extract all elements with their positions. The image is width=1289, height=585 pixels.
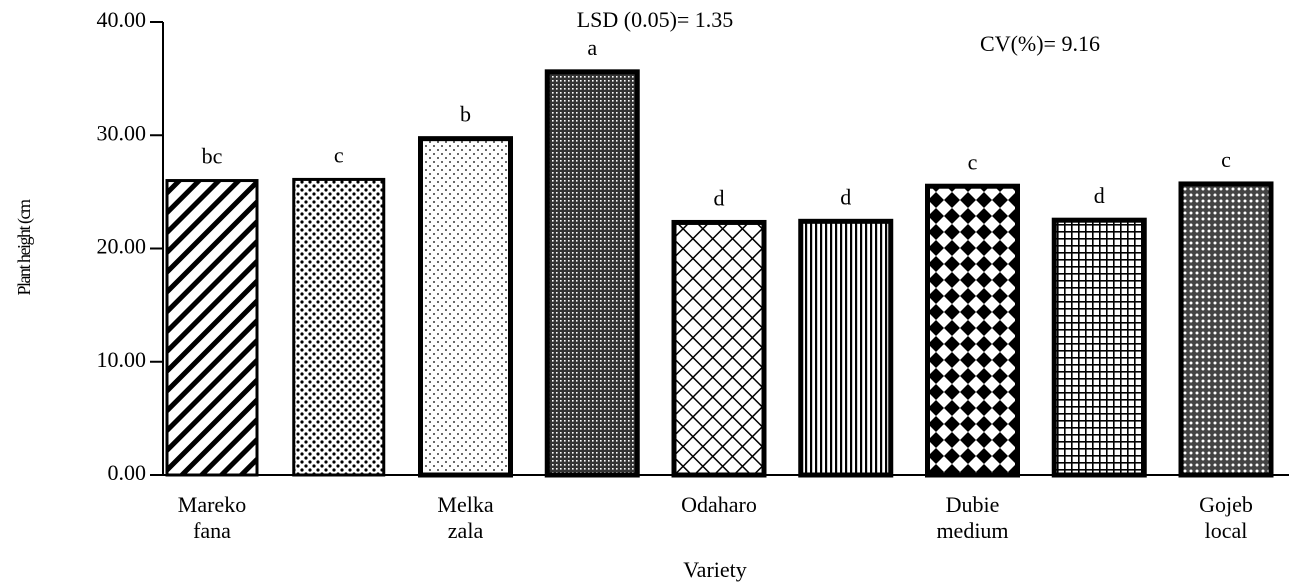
cv-annotation: CV(%)= 9.16 — [980, 31, 1100, 56]
y-tick-label: 40.00 — [97, 7, 147, 32]
y-tick-label: 0.00 — [108, 460, 147, 485]
significance-letter: c — [968, 149, 978, 174]
y-tick-label: 30.00 — [97, 120, 147, 145]
significance-letter: b — [460, 102, 471, 127]
x-axis-title: Variety — [683, 557, 747, 582]
bar — [165, 179, 259, 477]
significance-letter: d — [840, 184, 851, 209]
bar — [798, 218, 894, 478]
y-axis-title: Plant height (cm — [14, 199, 35, 295]
y-tick-label: 20.00 — [97, 234, 147, 259]
bar — [925, 183, 1020, 478]
significance-letter: bc — [202, 144, 223, 169]
bar — [292, 177, 386, 477]
x-tick-label: Odaharo — [681, 492, 757, 517]
x-tick-label: Melka zala — [437, 492, 494, 543]
x-tick-label: Mareko fana — [177, 492, 247, 543]
significance-letter: c — [334, 142, 344, 167]
bar — [1051, 217, 1147, 478]
bar — [544, 69, 640, 478]
x-tick-label: Dubie medium — [936, 492, 1009, 543]
significance-letter: a — [587, 35, 597, 60]
bar — [1178, 181, 1274, 478]
bar — [418, 136, 513, 478]
y-tick-label: 10.00 — [97, 347, 147, 372]
significance-letter: c — [1221, 147, 1231, 172]
significance-letter: d — [714, 185, 725, 210]
lsd-annotation: LSD (0.05)= 1.35 — [577, 7, 734, 32]
significance-letter: d — [1094, 183, 1105, 208]
bar — [671, 219, 767, 478]
x-tick-label: Gojeb local — [1199, 492, 1253, 543]
